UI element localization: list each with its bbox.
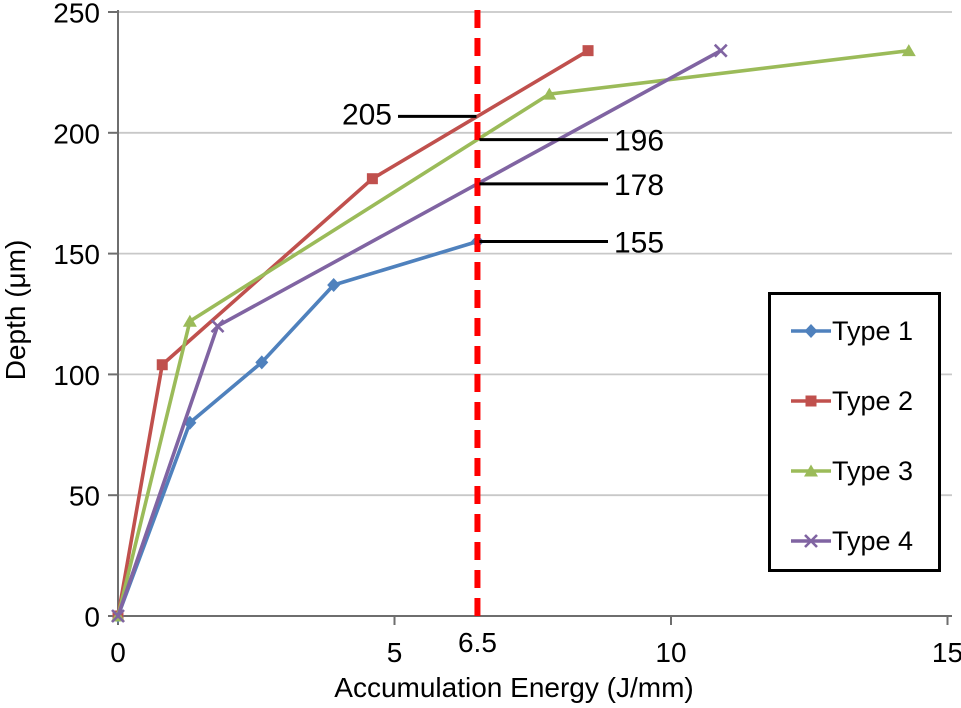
type-1-marker-icon	[791, 324, 831, 338]
axes	[108, 10, 952, 625]
reference-line: 6.5	[458, 10, 497, 658]
type-4-legend-marker	[804, 534, 818, 548]
y-tick-label-150: 150	[53, 239, 100, 270]
series-1-point-2	[255, 355, 269, 370]
series-3-point-1	[182, 314, 197, 327]
annotation-label-178: 178	[614, 169, 664, 202]
y-tick-label-250: 250	[53, 0, 100, 29]
series-4-point-2	[713, 43, 728, 58]
type-1-legend-marker	[804, 324, 818, 338]
series-2-point-3	[582, 45, 594, 57]
legend-item-type-3: Type 3	[771, 455, 938, 486]
reference-line-label: 6.5	[458, 627, 497, 658]
series-4-point-0	[111, 609, 125, 623]
series-2-point-1	[156, 359, 168, 371]
series-3-point-2	[542, 87, 557, 100]
series-1-point-3	[327, 278, 341, 293]
legend-item-type-2: Type 2	[771, 385, 938, 416]
series-4-point-1	[210, 319, 225, 333]
x-tick-label-10: 10	[655, 637, 686, 668]
type-2-marker-icon	[791, 395, 831, 407]
series-lines	[111, 43, 916, 623]
x-tick-label-5: 5	[387, 637, 403, 668]
x-tick-label-0: 0	[110, 637, 126, 668]
legend-item-type-1: Type 1	[771, 315, 938, 346]
annotation-label-155: 155	[614, 227, 664, 260]
type-4-marker-icon	[791, 534, 831, 548]
legend-label-type-3: Type 3	[832, 455, 914, 486]
legend-item-type-4: Type 4	[771, 525, 938, 556]
type-3-legend-marker	[804, 464, 818, 477]
type-3-marker-icon	[791, 464, 831, 477]
x-tick-label-15: 15	[932, 637, 961, 668]
annotation-label-205: 205	[342, 98, 392, 131]
type-2-legend-marker	[805, 395, 817, 407]
legend: Type 1 Type 2 Type 3 Type 4	[768, 292, 941, 572]
series-2-point-2	[366, 173, 378, 185]
legend-label-type-4: Type 4	[832, 525, 914, 556]
y-tick-label-100: 100	[53, 360, 100, 391]
legend-label-type-2: Type 2	[832, 385, 914, 416]
y-tick-label-200: 200	[53, 118, 100, 149]
x-axis-title: Accumulation Energy (J/mm)	[334, 672, 693, 703]
tick-labels: 0 50 100 150 200 250 0 5 10 15	[53, 0, 961, 668]
y-tick-label-0: 0	[84, 602, 100, 633]
series-line-3	[116, 48, 910, 617]
y-tick-label-50: 50	[69, 481, 100, 512]
series-line-1	[116, 239, 478, 617]
legend-label-type-1: Type 1	[832, 315, 914, 346]
annotations: 205 196 178 155	[342, 98, 664, 259]
series-3-point-3	[901, 44, 916, 57]
annotation-label-196: 196	[614, 125, 664, 158]
y-axis-title: Depth (μm)	[0, 240, 31, 381]
